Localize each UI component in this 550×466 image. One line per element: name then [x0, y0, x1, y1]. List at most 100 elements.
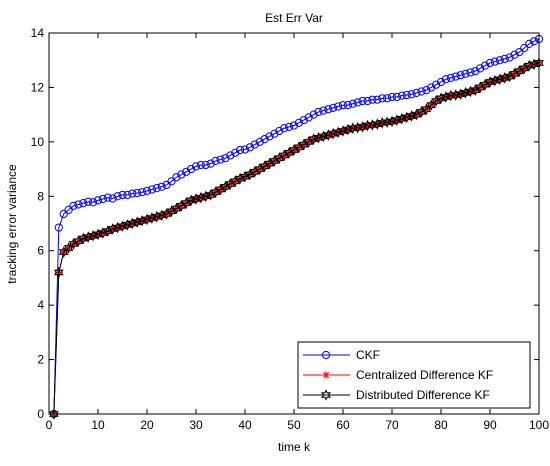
data-point [68, 238, 79, 250]
data-point [270, 129, 279, 138]
data-point [485, 76, 495, 88]
legend-marker [321, 389, 331, 401]
data-point [211, 156, 220, 166]
data-point [132, 216, 143, 228]
data-point [417, 87, 426, 96]
axis-ticks: 0 10 20 30 40 50 60 70 80 90 100 0 2 4 6 8 10 12 14 [31, 26, 550, 432]
data-point [520, 43, 529, 53]
data-point [441, 75, 450, 84]
data-point [378, 94, 387, 103]
data-point [280, 124, 289, 133]
data-point [334, 102, 343, 111]
data-point [118, 190, 127, 200]
data-point [88, 229, 99, 242]
x-tick-label: 50 [287, 418, 301, 432]
data-point [279, 149, 290, 162]
data-point [54, 223, 63, 232]
data-point [515, 47, 524, 57]
data-point [97, 227, 108, 239]
data-point [73, 235, 84, 247]
data-point [210, 186, 221, 198]
data-point [123, 190, 132, 200]
series-3 [48, 57, 544, 420]
data-point [172, 173, 181, 182]
data-point [195, 191, 206, 204]
data-point [480, 78, 491, 91]
data-point [187, 164, 196, 174]
data-point [161, 208, 172, 220]
data-point [348, 99, 357, 108]
data-point [230, 175, 241, 188]
data-point [338, 125, 348, 137]
data-point [494, 73, 505, 86]
data-point [510, 50, 519, 59]
data-point [225, 178, 236, 190]
data-point [245, 143, 254, 152]
data-point [367, 119, 378, 131]
data-point [93, 196, 103, 205]
data-point [451, 72, 460, 81]
data-point [471, 67, 480, 76]
data-point [509, 68, 520, 80]
data-point [303, 136, 314, 148]
data-point [353, 98, 362, 107]
data-point [137, 215, 148, 227]
data-point [514, 65, 525, 77]
data-point [133, 188, 142, 198]
data-point [357, 121, 368, 133]
data-point [466, 68, 475, 77]
data-point [308, 133, 319, 145]
legend-label: Distributed Difference KF [356, 388, 490, 402]
data-point [216, 155, 225, 164]
data-point [235, 172, 246, 185]
x-tick-label: 20 [140, 418, 154, 432]
data-point [368, 95, 377, 104]
data-point [142, 186, 152, 195]
data-point [299, 115, 308, 125]
data-point [249, 166, 260, 178]
data-point [406, 110, 417, 122]
data-point [274, 152, 285, 164]
data-point [427, 83, 436, 92]
data-point [205, 189, 216, 201]
data-point [524, 59, 535, 72]
x-tick-label: 90 [483, 418, 497, 432]
data-point [304, 113, 313, 122]
data-point [343, 101, 352, 110]
plot-frame [48, 32, 540, 415]
data-point [313, 132, 324, 144]
data-point [182, 167, 191, 176]
y-tick-label: 6 [37, 244, 44, 258]
data-point [142, 213, 152, 226]
data-point [323, 129, 334, 141]
data-point [221, 154, 230, 163]
data-point [481, 61, 490, 70]
data-point [93, 228, 103, 241]
data-point [309, 110, 318, 119]
data-point [84, 197, 93, 206]
legend-item: CKF [303, 348, 380, 362]
data-point [260, 135, 269, 144]
data-point [128, 189, 137, 198]
data-point [59, 209, 68, 219]
data-point [358, 96, 367, 106]
data-point [83, 231, 94, 243]
data-point [387, 115, 397, 128]
data-point [103, 193, 112, 202]
legend-item: Centralized Difference KF [303, 368, 493, 382]
data-point [455, 88, 466, 100]
data-point [220, 180, 231, 193]
data-point [112, 221, 123, 234]
data-point [181, 197, 192, 209]
data-point [259, 160, 270, 173]
data-point [147, 185, 156, 194]
data-point [284, 146, 295, 159]
x-tick-label: 60 [336, 418, 350, 432]
data-point [412, 88, 421, 97]
data-point [117, 220, 128, 232]
data-point [333, 126, 344, 139]
data-point [314, 107, 323, 117]
data-point [470, 84, 481, 96]
data-point [89, 198, 98, 207]
